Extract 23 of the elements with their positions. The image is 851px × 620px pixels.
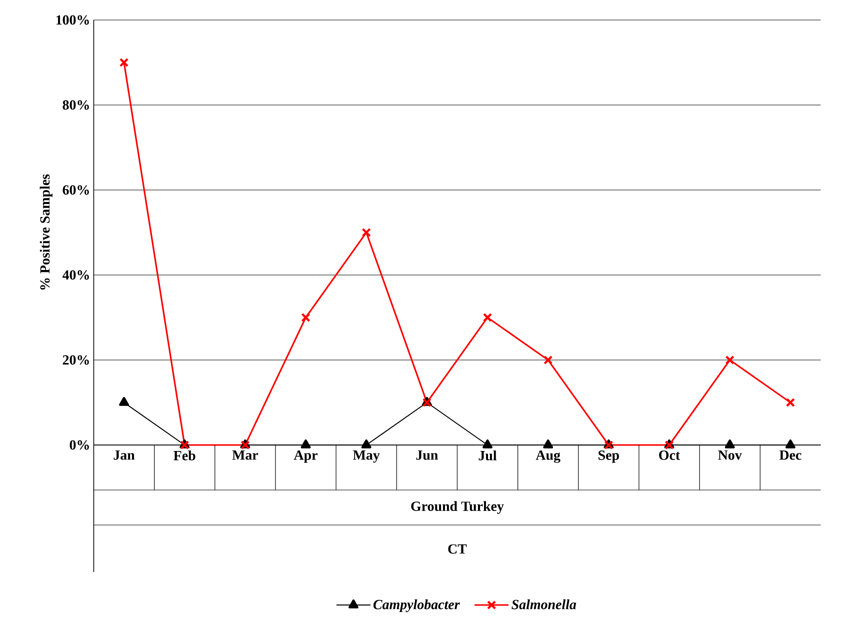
x-tick-label: Dec — [779, 450, 802, 460]
x-tick-label: Jun — [416, 450, 438, 460]
x-tick-label: Aug — [536, 450, 560, 463]
y-tick-label: 80% — [62, 100, 89, 110]
x-tick-label: Sep — [598, 450, 619, 463]
x-tick-label: Mar — [232, 450, 258, 460]
y-tick-label: 100% — [56, 15, 89, 25]
legend-label: Campylobacter — [373, 599, 460, 612]
x-tick-label: Jul — [478, 450, 497, 460]
x-axis-title: Ground Turkey — [411, 501, 504, 514]
x-tick-label: Apr — [294, 450, 318, 463]
x-tick-label: Jan — [114, 450, 135, 460]
x-tick-label: Feb — [174, 450, 196, 460]
legend-label: Salmonella — [512, 599, 576, 610]
y-tick-label: 40% — [62, 270, 89, 280]
x-tick-label: May — [353, 450, 380, 463]
y-tick-label: 20% — [62, 355, 89, 365]
y-tick-label: 60% — [62, 185, 89, 195]
text: CT — [448, 544, 467, 554]
y-tick-label: 0% — [70, 440, 89, 450]
x-tick-label: Oct — [659, 450, 680, 460]
y-axis-title: % Positive Samples — [40, 174, 52, 290]
x-tick-label: Nov — [718, 450, 742, 460]
